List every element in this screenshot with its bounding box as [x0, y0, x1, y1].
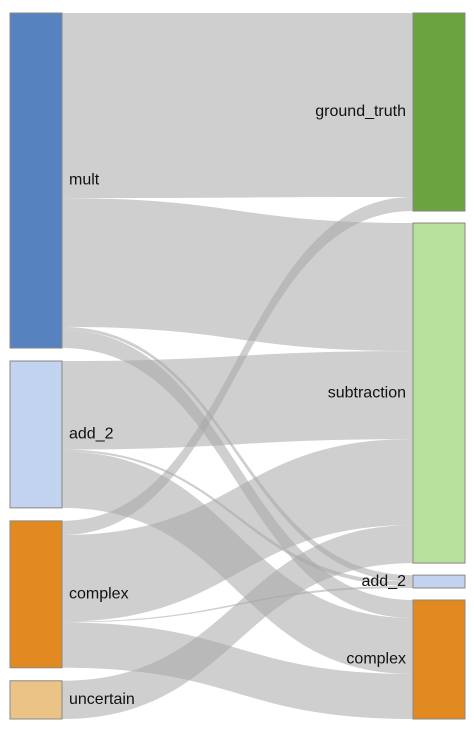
sankey-node-label-subtraction: subtraction [328, 384, 406, 401]
sankey-node-label-ground_truth: ground_truth [315, 103, 406, 120]
sankey-link-mult-to-add_2_tgt [62, 326, 413, 582]
sankey-link-add_2_src-to-subtraction [62, 351, 413, 450]
sankey-link-complex_src-to-complex_tgt [62, 622, 413, 719]
sankey-nodes [9, 12, 466, 720]
sankey-node-complex_src[interactable] [9, 520, 63, 669]
sankey-link-mult-to-complex_tgt [62, 329, 413, 618]
sankey-node-label-mult: mult [69, 172, 100, 189]
sankey-node-subtraction[interactable] [412, 222, 466, 564]
sankey-link-complex_src-to-ground_truth [62, 197, 413, 535]
sankey-node-label-add_2_src: add_2 [69, 426, 114, 443]
sankey-node-label-complex_src: complex [69, 586, 129, 603]
sankey-node-label-uncertain: uncertain [69, 691, 135, 708]
sankey-node-add_2_tgt[interactable] [412, 574, 466, 589]
sankey-link-uncertain-to-subtraction [62, 525, 413, 719]
sankey-links [62, 13, 413, 719]
sankey-link-mult-to-ground_truth [62, 13, 413, 199]
sankey-link-complex_src-to-subtraction [62, 439, 413, 622]
sankey-node-ground_truth[interactable] [412, 12, 466, 212]
sankey-node-complex_tgt[interactable] [412, 599, 466, 720]
sankey-node-uncertain[interactable] [9, 680, 63, 720]
sankey-node-add_2_src[interactable] [9, 360, 63, 509]
sankey-node-label-complex_tgt: complex [346, 651, 406, 668]
sankey-node-mult[interactable] [9, 12, 63, 349]
sankey-node-label-add_2_tgt: add_2 [362, 573, 407, 590]
